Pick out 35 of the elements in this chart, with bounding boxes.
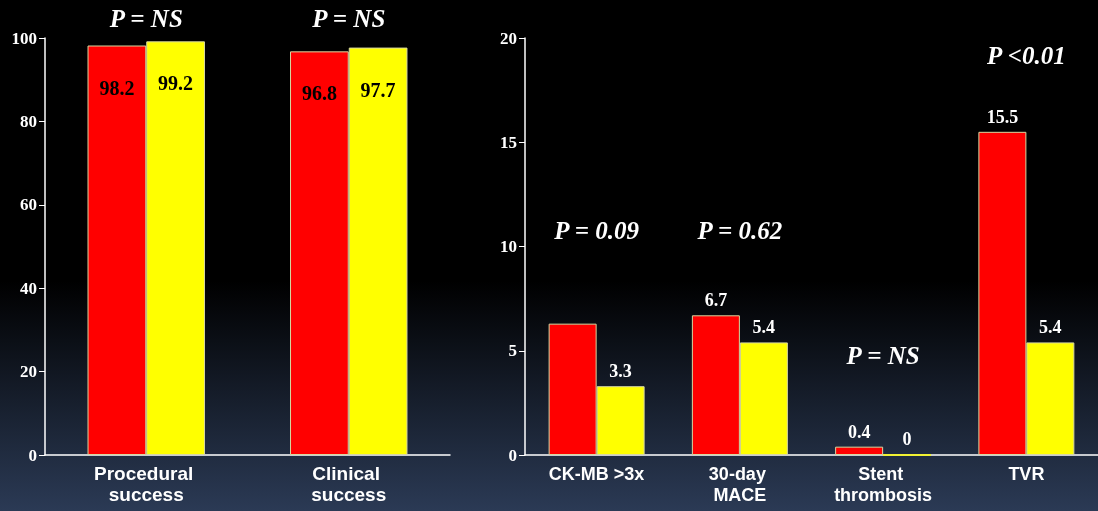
x-tick-label: 30-day MACE [708,463,771,505]
data-label: 5.4 [1039,317,1062,338]
annotation: P <0.01 [986,41,1066,69]
x-tick-label: Clinical success [311,463,387,505]
data-label: 15.5 [986,106,1019,127]
data-label: 6.7 [704,290,728,311]
bar [835,446,884,455]
y-tick-label: 0 [508,445,517,465]
y-tick-label: 15 [500,132,517,152]
y-tick-label: 100 [11,28,37,48]
y-tick-label: 40 [20,278,37,298]
x-tick-label: Procedural success [93,463,199,505]
x-tick-label: CK-MB >3x [548,463,645,484]
data-label: 99.2 [158,72,194,95]
annotation: P = 0.09 [553,216,640,244]
y-tick-label: 20 [500,28,517,48]
annotation: P = 0.62 [696,216,783,244]
annotation: P = NS [845,341,920,369]
y-tick-label: 0 [28,445,37,465]
x-tick-label: TVR [1008,463,1045,484]
y-tick-label: 60 [20,195,37,215]
y-tick-label: 5 [508,341,517,361]
data-label: 5.4 [752,317,776,338]
y-tick-label: 10 [500,237,517,256]
y-tick-label: 80 [20,111,37,131]
data-label: 3.3 [609,361,632,382]
data-label: 97.7 [360,78,396,101]
text: P = NS [108,4,183,32]
y-tick-label: 20 [20,362,37,382]
x-tick-label: Stent thrombosis [834,463,933,505]
text: P = NS [311,4,386,32]
data-label: 0 [902,429,912,450]
data-label: 0.4 [847,421,871,442]
data-label: 96.8 [301,82,337,105]
data-label: 98.2 [99,76,135,99]
